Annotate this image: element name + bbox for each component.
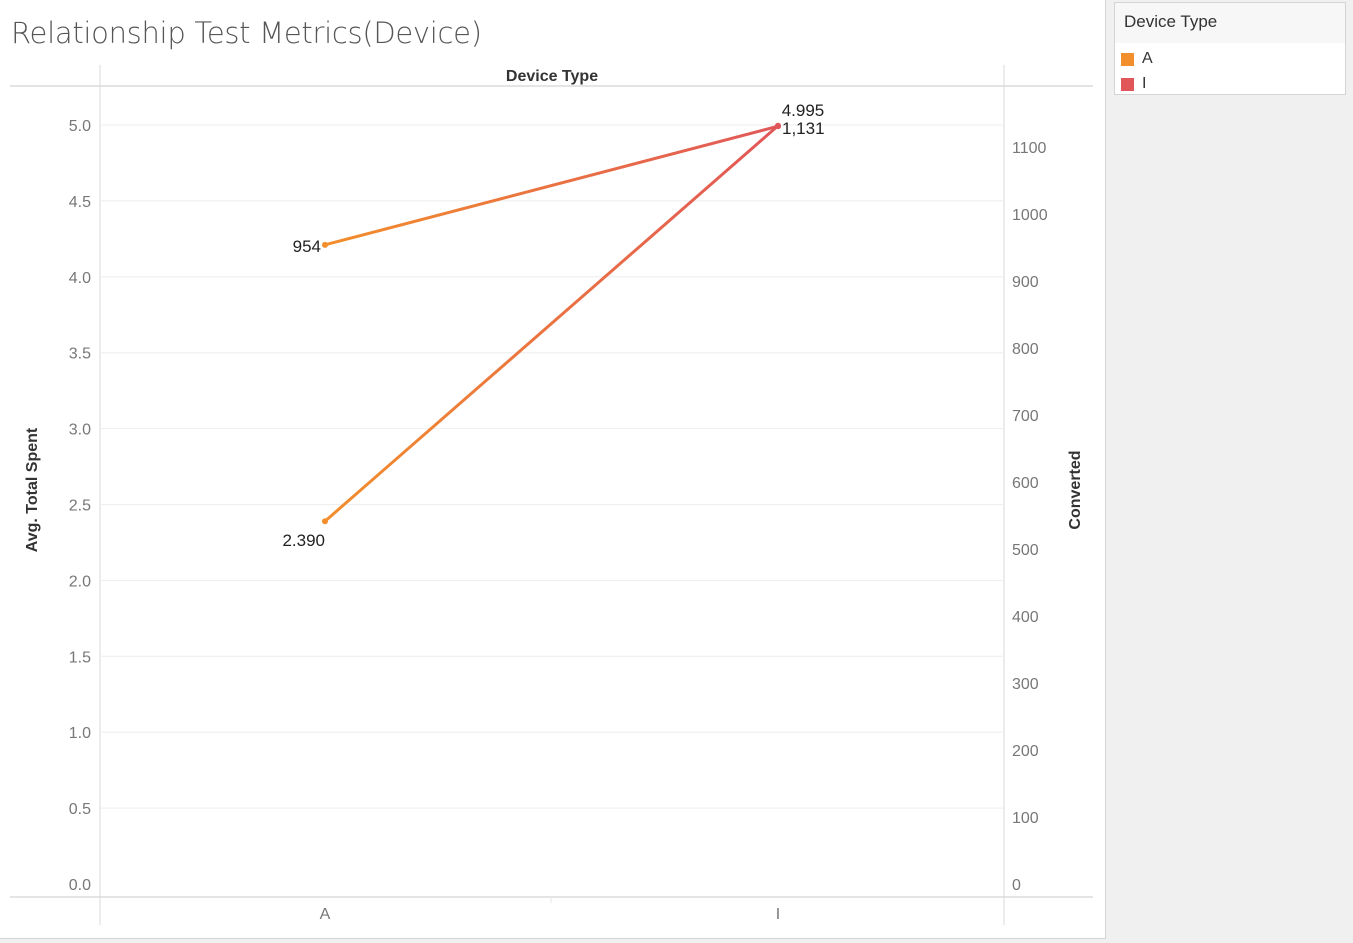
right-tick-label: 1000 (1012, 207, 1048, 224)
right-tick-label: 600 (1012, 475, 1039, 492)
legend-swatch-a (1121, 52, 1134, 66)
legend-title: Device Type (1124, 12, 1218, 31)
left-tick-label: 3.0 (69, 422, 91, 439)
data-point-converted (322, 241, 328, 248)
left-tick-label: 2.5 (69, 498, 91, 515)
line-chart: 0.0 0.5 1.0 1.5 2.0 2.5 3.0 3.5 4.0 4.5 5.0 0 100 20… (10, 65, 1093, 925)
data-label: 954 (293, 237, 321, 256)
x-tick-label: A (320, 906, 331, 923)
series-line-avg-total-spent (323, 124, 780, 523)
right-axis-label: Converted (1067, 450, 1084, 529)
left-axis-label: Avg. Total Spent (24, 427, 41, 552)
right-tick-label: 300 (1012, 676, 1039, 693)
left-tick-label: 5.0 (69, 118, 91, 135)
right-tick-label: 0 (1012, 877, 1021, 894)
data-point-converted (775, 123, 781, 130)
legend-item-a[interactable]: A (1121, 49, 1153, 69)
left-tick-label: 1.0 (69, 725, 91, 742)
series-line-converted (323, 124, 780, 247)
left-tick-label: 0.0 (69, 877, 91, 894)
left-tick-label: 1.5 (69, 649, 91, 666)
legend-item-i[interactable]: I (1121, 74, 1146, 94)
chart-panel: Relationship Test Metrics(Device) (0, 0, 1106, 939)
data-label: 2.390 (282, 531, 325, 550)
chart-title: Relationship Test Metrics(Device) (11, 16, 482, 50)
left-tick-label: 0.5 (69, 801, 91, 818)
data-point-avg-total-spent (322, 518, 328, 525)
legend-label-a: A (1142, 50, 1153, 67)
legend-swatch-i (1121, 77, 1134, 91)
right-tick-label: 200 (1012, 743, 1039, 760)
left-tick-label: 2.0 (69, 573, 91, 590)
legend: Device Type A I (1114, 2, 1346, 95)
right-tick-label: 900 (1012, 274, 1039, 291)
legend-header (1115, 3, 1345, 43)
right-tick-label: 1100 (1012, 140, 1047, 157)
right-tick-label: 800 (1012, 341, 1039, 358)
right-tick-label: 100 (1012, 810, 1039, 827)
left-tick-label: 4.0 (69, 270, 91, 287)
column-header: Device Type (506, 68, 598, 85)
right-tick-label: 500 (1012, 542, 1039, 559)
right-tick-label: 400 (1012, 609, 1039, 626)
data-label: 1,131 (782, 119, 825, 138)
left-tick-label: 4.5 (69, 194, 91, 211)
right-tick-label: 700 (1012, 408, 1039, 425)
legend-label-i: I (1142, 75, 1147, 92)
x-tick-label: I (776, 906, 780, 923)
data-label: 4.995 (782, 101, 825, 120)
left-tick-label: 3.5 (69, 346, 91, 363)
